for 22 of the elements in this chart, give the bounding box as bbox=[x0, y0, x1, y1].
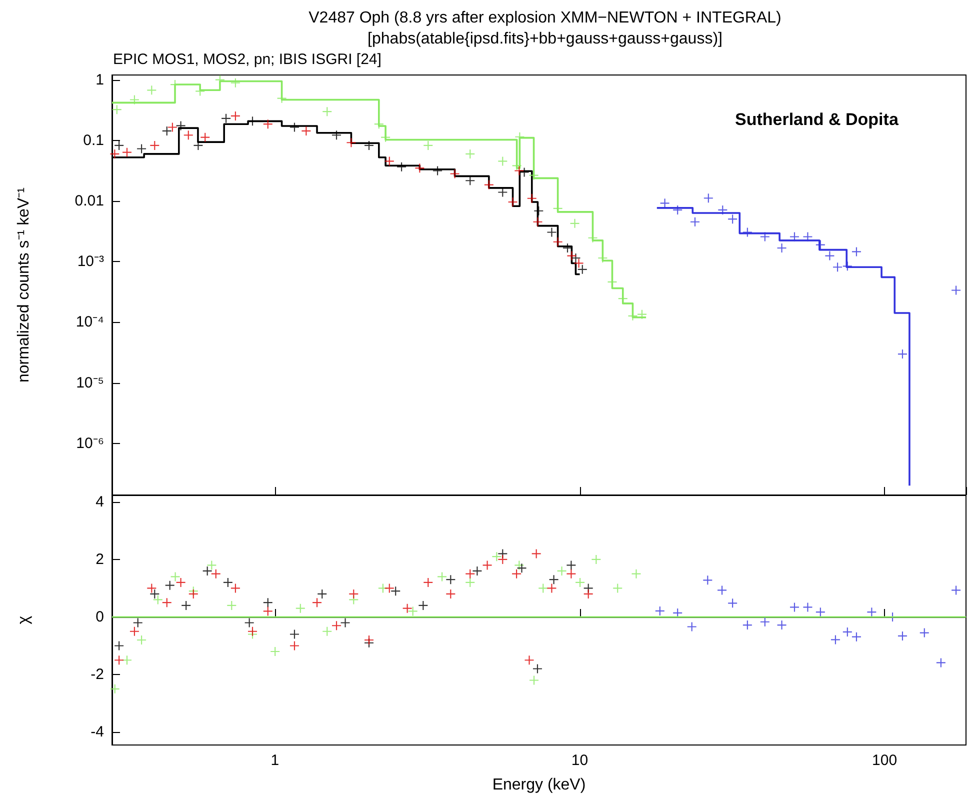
y-tick-label: 0 bbox=[96, 608, 104, 626]
y-tick-label: 10⁻⁴ bbox=[76, 314, 104, 331]
y-axis-title: χ bbox=[16, 615, 32, 624]
x-tick-label: 100 bbox=[872, 752, 898, 769]
chart-subtitle: [phabs(atable{ipsd.fits}+bb+gauss+gauss+gauss)] bbox=[368, 30, 722, 48]
chart-title: V2487 Oph (8.8 yrs after explosion XMM−NEWTON + INTEGRAL) bbox=[308, 10, 782, 26]
x-tick-label: 10 bbox=[571, 752, 588, 769]
x-axis-title: Energy (keV) bbox=[492, 776, 586, 794]
y-tick-label: 4 bbox=[96, 493, 104, 510]
y-tick-label: -4 bbox=[90, 724, 104, 741]
text: EPIC MOS1, MOS2, pn; IBIS ISGRI [24] bbox=[113, 51, 382, 68]
y-tick-label: 10⁻³ bbox=[77, 253, 104, 270]
y-tick-label: 0.01 bbox=[74, 192, 104, 210]
y-tick-label: 2 bbox=[96, 550, 104, 568]
y-tick-label: 0.1 bbox=[83, 132, 104, 150]
x-tick-label: 1 bbox=[270, 752, 280, 769]
annotation: Sutherland & Dopita bbox=[735, 110, 898, 130]
y-tick-label: -2 bbox=[90, 666, 104, 684]
y-tick-label: 10⁻⁶ bbox=[76, 434, 104, 452]
y-tick-label: 1 bbox=[96, 72, 104, 89]
y-axis-title: normalized counts s⁻¹ keV⁻¹ bbox=[16, 188, 32, 382]
y-tick-label: 10⁻⁵ bbox=[76, 374, 104, 392]
